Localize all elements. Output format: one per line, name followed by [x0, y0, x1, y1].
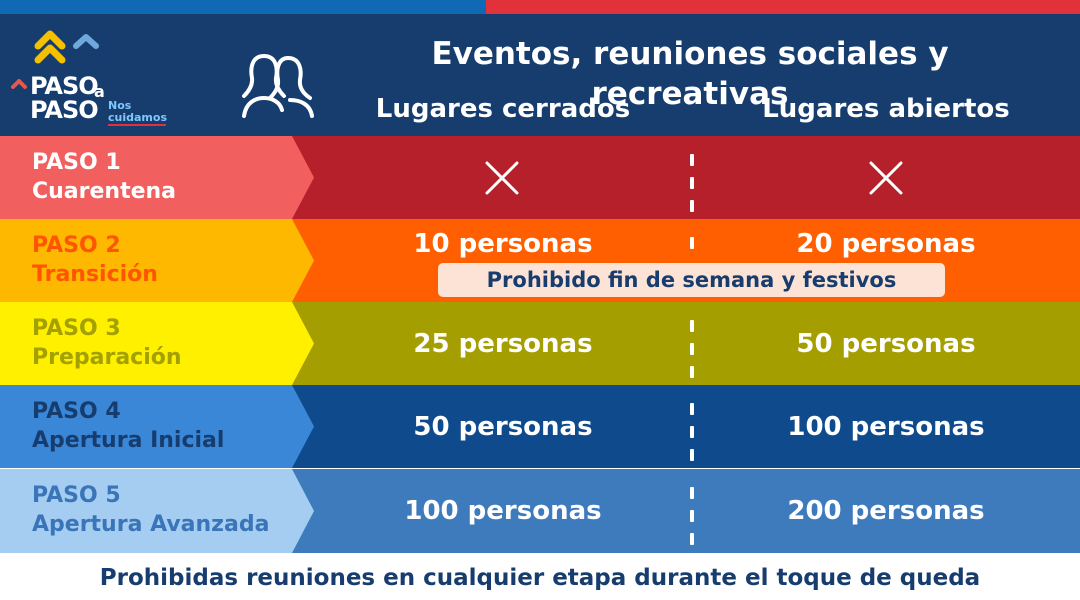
step-row-1: PASO 1 Cuarentena — [0, 136, 1080, 219]
column-header-closed: Lugares cerrados — [375, 94, 631, 124]
top-color-bar — [0, 0, 1080, 14]
step-name: Cuarentena — [32, 179, 177, 204]
page-title: Eventos, reuniones sociales y recreativa… — [431, 36, 949, 112]
closed-capacity: 10 personas — [413, 229, 593, 259]
people-icon — [242, 54, 314, 118]
top-bar-red — [486, 0, 1080, 14]
logo-letter-a: a — [94, 82, 105, 101]
step-row-5: PASO 5 Apertura Avanzada 100 personas 200 p… — [0, 469, 1080, 553]
column-header-open: Lugares abiertos — [762, 94, 1010, 124]
step-name: Transición — [32, 262, 158, 287]
step-number: PASO 1 — [32, 150, 121, 175]
step-number: PASO 4 — [32, 399, 121, 424]
column-divider — [690, 154, 694, 223]
open-capacity: 100 personas — [787, 411, 985, 442]
arrow-shape — [0, 136, 314, 219]
step-label: PASO 1 Cuarentena — [32, 148, 176, 206]
step-name: Apertura Inicial — [32, 428, 225, 453]
chevron-logo-icon — [34, 30, 99, 64]
paso-a-paso-logo: PASO a PASO Nos cuidamos — [10, 26, 180, 134]
step-label-arrow: PASO 1 Cuarentena — [0, 136, 320, 220]
closed-capacity: 50 personas — [413, 411, 593, 442]
step-name: Preparación — [32, 345, 182, 370]
step-name: Apertura Avanzada — [32, 512, 270, 537]
arrow-shape — [0, 219, 314, 302]
closed-x-icon — [485, 161, 519, 194]
column-divider — [690, 320, 694, 389]
step-number: PASO 5 — [32, 483, 121, 508]
closed-capacity: 100 personas — [404, 496, 602, 526]
open-capacity: 50 personas — [796, 328, 976, 359]
closed-capacity: 25 personas — [413, 328, 593, 359]
step-label-arrow: PASO 3 Preparación — [0, 302, 320, 386]
arrow-shape — [0, 469, 314, 553]
weekend-prohibition-note: Prohibido fin de semana y festivos — [438, 263, 945, 297]
open-x-icon — [869, 161, 903, 194]
step-label-arrow: PASO 5 Apertura Avanzada — [0, 469, 320, 553]
column-divider — [690, 403, 694, 472]
step-label-arrow: PASO 4 Apertura Inicial — [0, 385, 320, 469]
logo-tag-nos: Nos — [108, 99, 132, 112]
step-number: PASO 3 — [32, 316, 121, 341]
open-capacity: 200 personas — [787, 496, 985, 526]
top-bar-blue — [0, 0, 486, 14]
footer-note: Prohibidas reuniones en cualquier etapa … — [99, 565, 981, 591]
step-label: PASO 2 Transición — [32, 231, 158, 289]
step-label-arrow: PASO 2 Transición — [0, 219, 320, 303]
logo-word-paso-1: PASO — [30, 72, 99, 100]
step-label: PASO 4 Apertura Inicial — [32, 397, 224, 455]
arrow-shape — [0, 302, 314, 385]
step-number: PASO 2 — [32, 233, 121, 258]
open-capacity: 20 personas — [796, 229, 976, 259]
logo-word-paso-2: PASO — [30, 96, 99, 124]
step-label: PASO 5 Apertura Avanzada — [32, 481, 269, 539]
small-chevron-icon — [11, 79, 27, 89]
logo-underline — [108, 124, 166, 126]
step-label: PASO 3 Preparación — [32, 314, 182, 372]
step-row-3: PASO 3 Preparación 25 personas 50 personas — [0, 302, 1080, 385]
column-divider — [690, 237, 694, 260]
logo-tag-cuidamos: cuidamos — [108, 111, 167, 124]
step-row-4: PASO 4 Apertura Inicial 50 personas 100 per… — [0, 385, 1080, 468]
arrow-shape — [0, 385, 314, 468]
header-band: PASO a PASO Nos cuidamos Eventos, reunio… — [0, 14, 1080, 136]
column-divider — [690, 487, 694, 556]
